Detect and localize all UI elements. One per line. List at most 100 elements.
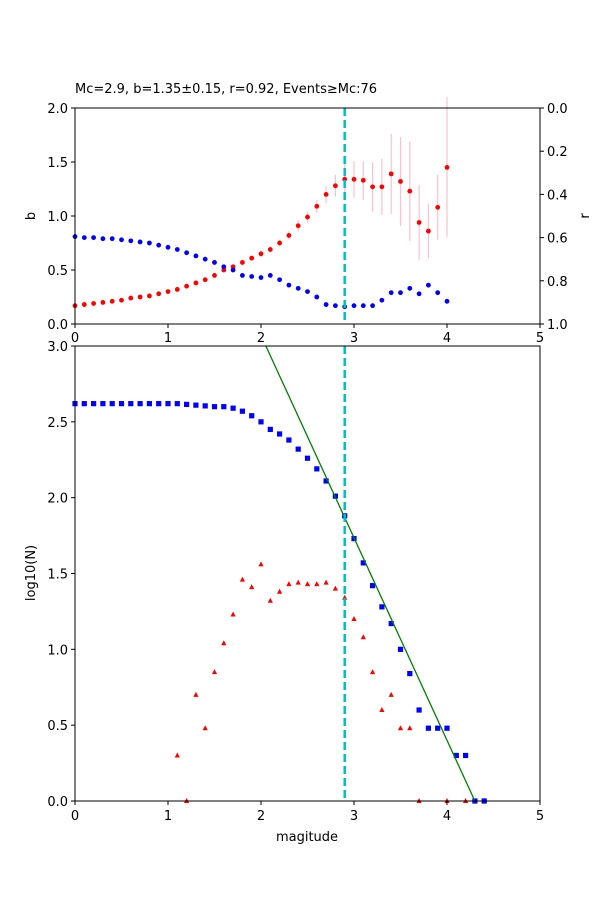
b-value-point [156, 291, 162, 297]
noncumulative-count-point [397, 725, 404, 731]
r-value-point [202, 256, 208, 262]
cumulative-count-point [202, 403, 208, 409]
r-value-point [240, 273, 245, 278]
r-value-point [100, 236, 106, 242]
r-value-point [174, 247, 180, 252]
bottom-x-tick-label: 4 [443, 809, 451, 824]
cumulative-count-point [286, 437, 292, 443]
r-value-point [277, 277, 282, 283]
b-value-point [305, 214, 310, 220]
b-value-point [267, 247, 273, 252]
cumulative-count-point [258, 419, 264, 425]
bottom-y-tick-label: 2.0 [47, 492, 68, 507]
r-value-point [109, 236, 115, 242]
top-y-tick-label: 0.0 [47, 318, 68, 333]
cumulative-count-point [360, 560, 366, 566]
cumulative-count-point [463, 752, 469, 759]
b-value-point [286, 233, 292, 238]
b-value-point [174, 287, 180, 292]
b-value-point [212, 273, 217, 278]
b-value-point [100, 300, 106, 305]
r-value-point [128, 238, 134, 244]
cumulative-count-point [249, 413, 255, 419]
cumulative-count-point [425, 725, 431, 731]
cumulative-count-point [81, 401, 87, 407]
r-value-point [193, 253, 199, 259]
bottom-y-tick-label: 0.5 [47, 719, 68, 734]
top-y-tick-label: 2.0 [47, 102, 68, 117]
noncumulative-count-point [351, 616, 357, 621]
cumulative-count-point [416, 707, 422, 713]
r-value-point [119, 237, 124, 243]
noncumulative-count-point [211, 669, 218, 675]
noncumulative-count-point [360, 634, 366, 640]
r-value-point [165, 244, 171, 250]
r-value-point [407, 285, 413, 291]
top-panel: Mc=2.9, b=1.35±0.15, r=0.92, Events≥Mc:7… [24, 82, 593, 346]
b-value-point [165, 289, 171, 294]
top-x-tick-label: 4 [443, 331, 451, 346]
b-value-point [351, 176, 357, 182]
cumulative-count-point [230, 405, 236, 411]
noncumulative-count-point [332, 585, 338, 591]
bottom-x-tick-label: 1 [164, 809, 172, 824]
cumulative-count-point [304, 455, 311, 461]
cumulative-count-point [100, 401, 106, 407]
r-value-point [305, 289, 310, 294]
cumulative-count-point [118, 401, 125, 407]
b-value-point [444, 165, 450, 170]
bottom-y-tick-label: 1.0 [47, 643, 68, 658]
cumulative-count-point [239, 408, 245, 414]
cumulative-count-point [267, 426, 273, 433]
top-right-y-tick-label: 0.2 [547, 145, 568, 160]
bottom-x-tick-label: 3 [350, 809, 358, 824]
r-value-point [221, 264, 227, 270]
noncumulative-count-point [370, 669, 376, 675]
gutenberg-richter-fit-line [265, 345, 476, 802]
r-value-point [416, 291, 422, 297]
b-value-point [435, 204, 441, 210]
r-value-point [286, 282, 292, 288]
top-right-y-tick-label: 0.8 [547, 275, 568, 290]
top-right-y-tick-label: 0.6 [547, 232, 568, 247]
b-value-point [277, 240, 282, 246]
r-value-point [323, 302, 329, 307]
b-value-point [193, 280, 199, 286]
r-value-point [156, 242, 162, 248]
r-value-point [91, 235, 96, 241]
bottom-y-tick-label: 3.0 [47, 340, 68, 355]
top-right-y-tick-label: 0.4 [547, 188, 568, 203]
b-value-point [109, 298, 115, 304]
bottom-panel: 0 1 2 3 4 5 0.0 0.5 1.0 1.5 2.0 2.5 3.0 magitude log… [24, 340, 544, 845]
bottom-x-axis-label: magitude [276, 830, 338, 845]
cumulative-count-point [221, 404, 227, 410]
top-y-axis-label: b [24, 212, 39, 220]
cumulative-count-point [388, 620, 394, 627]
r-value-point [147, 240, 152, 246]
cumulative-count-point [91, 401, 97, 407]
noncumulative-count-point [230, 611, 236, 617]
r-value-point [398, 290, 403, 296]
b-value-point [249, 255, 255, 261]
cumulative-count-point [193, 402, 199, 408]
b-value-point [379, 184, 385, 190]
top-x-tick-label: 2 [257, 331, 265, 346]
noncumulative-count-point [323, 579, 329, 585]
r-value-point [388, 290, 394, 296]
r-value-point [435, 290, 441, 296]
cumulative-count-point [109, 401, 115, 407]
r-value-point [360, 303, 366, 309]
r-value-point [370, 303, 375, 309]
top-y-tick-label: 1.5 [47, 156, 68, 171]
b-value-point [81, 302, 87, 307]
r-value-point [314, 294, 320, 300]
cumulative-count-point [128, 401, 134, 407]
noncumulative-count-point [267, 597, 273, 603]
b-value-point [407, 188, 413, 194]
cumulative-count-point [314, 466, 320, 472]
cumulative-count-point [323, 478, 329, 484]
cumulative-count-point [156, 401, 162, 407]
r-value-point [137, 239, 143, 245]
b-value-point [333, 183, 338, 189]
cumulative-count-point [370, 583, 376, 589]
